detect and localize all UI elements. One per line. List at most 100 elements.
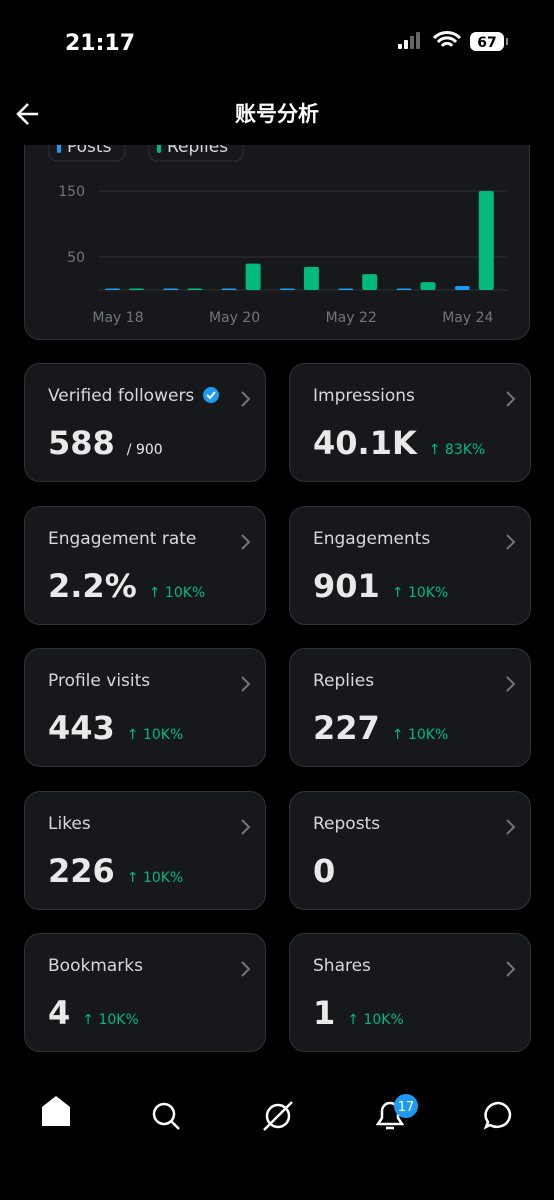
card-change: ↑ 83K% — [428, 442, 486, 458]
back-button[interactable] — [16, 103, 38, 125]
card-label: Profile visits — [48, 671, 150, 691]
signal-icon — [398, 32, 420, 49]
chevron — [506, 391, 516, 407]
stat-card[interactable]: Likes 226 ↑ 10K% — [24, 790, 266, 910]
card-value: 901 ↑ 10K% — [313, 567, 448, 605]
card-value-text: 1 — [313, 994, 336, 1032]
card-value: 227 ↑ 10K% — [313, 709, 448, 747]
card-change: ↑ 10K% — [82, 1012, 139, 1028]
card-value: 1 ↑ 10K% — [313, 994, 404, 1032]
search-tab[interactable] — [152, 1102, 180, 1130]
card-value-text: 4 — [48, 994, 71, 1032]
card-label-text: Engagements — [313, 528, 431, 549]
card-value-text: 901 — [313, 566, 380, 605]
card-change: ↑ 10K% — [148, 584, 206, 601]
badge-count: 17 — [398, 1100, 415, 1115]
bar — [163, 288, 179, 290]
card-label: Engagement rate — [48, 529, 196, 549]
header: 账号分析 — [0, 80, 554, 145]
card-label: Bookmarks — [48, 956, 143, 976]
home-tab[interactable] — [42, 1096, 70, 1126]
y-tick-label: 50 — [67, 250, 85, 266]
bar — [396, 288, 412, 290]
card-value: 40.1K ↑ 83K% — [313, 424, 485, 462]
bar — [129, 288, 144, 290]
chevron — [241, 961, 251, 977]
card-change: / 900 — [126, 442, 163, 458]
card-value: 443 ↑ 10K% — [48, 709, 183, 747]
card-value: 226 ↑ 10K% — [48, 852, 183, 890]
stat-card[interactable]: Reposts 0 — [289, 790, 531, 910]
card-value-text: 226 — [48, 851, 115, 890]
badge — [394, 1094, 418, 1118]
card-label-text: Impressions — [313, 386, 415, 406]
stat-card[interactable]: Shares 1 ↑ 10K% — [289, 933, 531, 1052]
card-change: ↑ 10K% — [126, 869, 184, 886]
card-value: 4 ↑ 10K% — [48, 994, 139, 1032]
card-label-text: Shares — [313, 956, 371, 976]
stat-card[interactable]: Verified followers 588 / 900 — [24, 363, 266, 482]
card-label: Verified followers — [48, 386, 220, 406]
grok-tab[interactable] — [263, 1101, 293, 1131]
card-value: 588 / 900 — [48, 424, 163, 462]
status-bar: 21:17 67 — [65, 31, 508, 56]
y-tick-label: 150 — [58, 184, 85, 200]
card-value: 0 — [313, 852, 335, 890]
card-value-text: 227 — [313, 709, 380, 747]
card-change: ↑ 10K% — [126, 727, 184, 743]
bar — [478, 191, 494, 290]
card-label: Impressions — [313, 386, 415, 406]
stat-card[interactable]: Bookmarks 4 ↑ 10K% — [24, 933, 266, 1052]
card-change: ↑ 10K% — [391, 584, 449, 601]
bar — [454, 286, 470, 290]
stat-card[interactable]: Impressions 40.1K ↑ 83K% — [289, 363, 531, 482]
battery-tip — [506, 38, 508, 45]
stat-card[interactable]: Replies 227 ↑ 10K% — [289, 648, 531, 767]
bottom-nav: 17 — [42, 1094, 512, 1131]
card-value-text: 0 — [313, 851, 336, 890]
clock: 21:17 — [65, 31, 135, 56]
stat-card[interactable]: Engagement rate 2.2% ↑ 10K% — [24, 505, 266, 625]
x-tick-label: May 24 — [442, 310, 493, 326]
card-label-text: Profile visits — [48, 671, 151, 691]
card-value-text: 443 — [48, 709, 115, 747]
bar — [245, 263, 261, 290]
card-value-text: 40.1K — [313, 424, 417, 462]
card-label-text: Verified followers — [48, 386, 195, 406]
stat-card[interactable]: Profile visits 443 ↑ 10K% — [24, 648, 266, 767]
bar — [420, 282, 436, 290]
battery-icon — [470, 32, 504, 51]
card-label-text: Likes — [48, 813, 91, 834]
wifi-icon — [432, 31, 462, 48]
x-tick-label: May 18 — [92, 310, 143, 326]
messages-tab[interactable] — [483, 1101, 512, 1130]
card-value: 2.2% ↑ 10K% — [48, 567, 205, 605]
chart-card: Posts Replies 50 150 May 18 May 20 May 22 May 2… — [24, 125, 530, 340]
card-label-text: Replies — [313, 671, 375, 691]
x-tick-label: May 22 — [326, 310, 377, 326]
card-label: Engagements — [313, 529, 430, 549]
bar — [105, 288, 120, 290]
stat-card[interactable]: Engagements 901 ↑ 10K% — [289, 505, 531, 625]
card-label-text: Engagement rate — [48, 528, 197, 549]
x-tick-label: May 20 — [209, 310, 260, 326]
card-change: ↑ 10K% — [391, 727, 449, 743]
chevron — [506, 818, 516, 835]
card-change: ↑ 10K% — [347, 1012, 404, 1028]
chevron — [241, 676, 251, 692]
card-label: Shares — [313, 956, 371, 976]
card-label: Likes — [48, 814, 91, 834]
bar — [221, 288, 237, 290]
card-label-text: Reposts — [313, 813, 381, 834]
bar — [362, 274, 378, 290]
bar — [279, 288, 295, 290]
page-title: 账号分析 — [235, 102, 319, 126]
chevron — [241, 391, 251, 407]
chevron — [506, 961, 516, 977]
chevron — [506, 533, 516, 550]
bar — [303, 266, 319, 290]
card-value-text: 588 — [48, 424, 115, 462]
